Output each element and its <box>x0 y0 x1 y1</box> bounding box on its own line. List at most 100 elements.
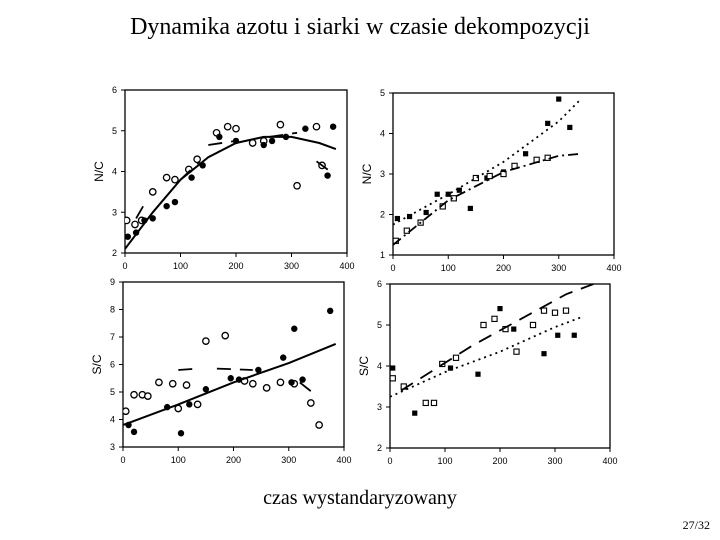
x-tick-label: 300 <box>281 455 296 465</box>
x-tick-label: 400 <box>606 263 621 273</box>
open-circle-point <box>193 155 201 164</box>
plot-area <box>393 96 582 246</box>
filled-circle-point <box>299 376 306 383</box>
dashed-fit-line <box>208 140 237 146</box>
open-circle-point <box>125 216 131 225</box>
open-square-point <box>452 354 460 361</box>
open-square-point <box>390 375 396 382</box>
x-tick-label: 100 <box>171 455 186 465</box>
filled-circle-point <box>186 401 193 408</box>
open-square-point <box>422 399 429 407</box>
dotted-fit-line <box>393 98 582 226</box>
dashed-fit-line <box>269 131 298 138</box>
open-square-point <box>513 348 520 355</box>
open-circle-point <box>130 390 138 399</box>
open-circle-point <box>202 337 210 345</box>
x-tick-label: 300 <box>547 456 562 466</box>
open-circle-point <box>162 173 171 182</box>
y-tick-label: 5 <box>377 320 382 330</box>
open-circle-point <box>315 421 323 429</box>
dashed-fit-line <box>179 160 201 181</box>
plot-frame <box>122 281 345 448</box>
open-circle-point <box>168 379 177 388</box>
open-circle-point <box>123 407 130 416</box>
open-square-point <box>480 321 487 329</box>
filled-circle-point <box>171 198 179 206</box>
filled-circle-point <box>302 125 309 132</box>
filled-circle-point <box>255 366 262 374</box>
plot-area <box>390 284 594 416</box>
y-tick-label: 7 <box>110 332 115 342</box>
filled-circle-point <box>291 325 298 332</box>
filled-square-point <box>556 96 562 102</box>
filled-circle-point <box>188 174 195 181</box>
x-tick-label: 200 <box>228 261 243 271</box>
filled-square-point <box>423 209 429 216</box>
filled-square-point <box>467 205 473 212</box>
open-circle-point <box>221 331 230 340</box>
x-tick-label: 200 <box>492 456 507 466</box>
filled-square-point <box>567 124 573 131</box>
y-tick-label: 5 <box>112 126 117 136</box>
open-square-point <box>562 307 570 314</box>
y-axis-label: N/C <box>92 161 106 182</box>
filled-circle-point <box>227 375 234 382</box>
y-tick-label: 8 <box>110 305 115 315</box>
open-circle-point <box>131 220 139 229</box>
open-circle-point <box>148 188 157 196</box>
filled-circle-point <box>149 215 156 222</box>
open-circle-point <box>248 379 257 388</box>
y-tick-label: 3 <box>112 207 117 217</box>
x-tick-label: 0 <box>390 263 395 273</box>
y-tick-label: 6 <box>377 279 382 289</box>
open-circle-point <box>171 175 179 184</box>
dashed-fit-line <box>400 284 594 392</box>
y-tick-label: 5 <box>380 88 385 98</box>
x-tick-label: 300 <box>551 263 566 273</box>
filled-circle-point <box>202 386 210 393</box>
y-tick-label: 2 <box>377 443 382 453</box>
filled-square-point <box>545 120 551 126</box>
plot-frame <box>124 89 348 254</box>
x-tick-label: 200 <box>226 455 241 465</box>
open-circle-point <box>276 120 285 129</box>
dotted-fit-line <box>390 315 583 398</box>
open-circle-point <box>193 400 202 409</box>
y-tick-label: 3 <box>110 442 115 452</box>
filled-circle-point <box>260 141 267 149</box>
y-tick-label: 9 <box>110 277 115 287</box>
x-tick-label: 0 <box>387 456 392 466</box>
filled-circle-point <box>130 428 138 436</box>
filled-circle-point <box>324 172 331 179</box>
filled-square-point <box>511 326 517 332</box>
dashed-fit-line <box>135 203 146 219</box>
filled-square-point <box>497 306 503 312</box>
filled-square-point <box>475 371 481 377</box>
page-number: 27/32 <box>682 518 710 532</box>
open-circle-point <box>155 378 163 387</box>
filled-circle-point <box>177 430 185 437</box>
filled-square-point <box>394 215 401 222</box>
y-tick-label: 2 <box>380 210 385 220</box>
dash-dot-fit-line <box>393 152 581 246</box>
open-square-point <box>540 307 548 314</box>
y-tick-label: 4 <box>380 129 385 139</box>
dashed-fit-line <box>299 381 315 395</box>
y-axis-label: S/C <box>90 354 104 374</box>
y-tick-label: 1 <box>380 250 385 260</box>
dashed-fit-line <box>315 160 334 175</box>
filled-circle-point <box>288 379 295 386</box>
y-tick-label: 5 <box>110 387 115 397</box>
slide-title: Dynamika azotu i siarki w czasie dekompo… <box>130 14 590 40</box>
open-circle-point <box>276 378 285 387</box>
x-tick-label: 200 <box>496 263 511 273</box>
open-circle-point <box>223 122 232 131</box>
filled-circle-point <box>216 133 223 141</box>
y-tick-label: 3 <box>380 169 385 179</box>
dashed-fit-line <box>216 367 253 371</box>
filled-square-point <box>445 191 451 197</box>
filled-square-point <box>447 365 454 371</box>
filled-circle-point <box>268 137 276 145</box>
y-tick-label: 3 <box>377 402 382 412</box>
